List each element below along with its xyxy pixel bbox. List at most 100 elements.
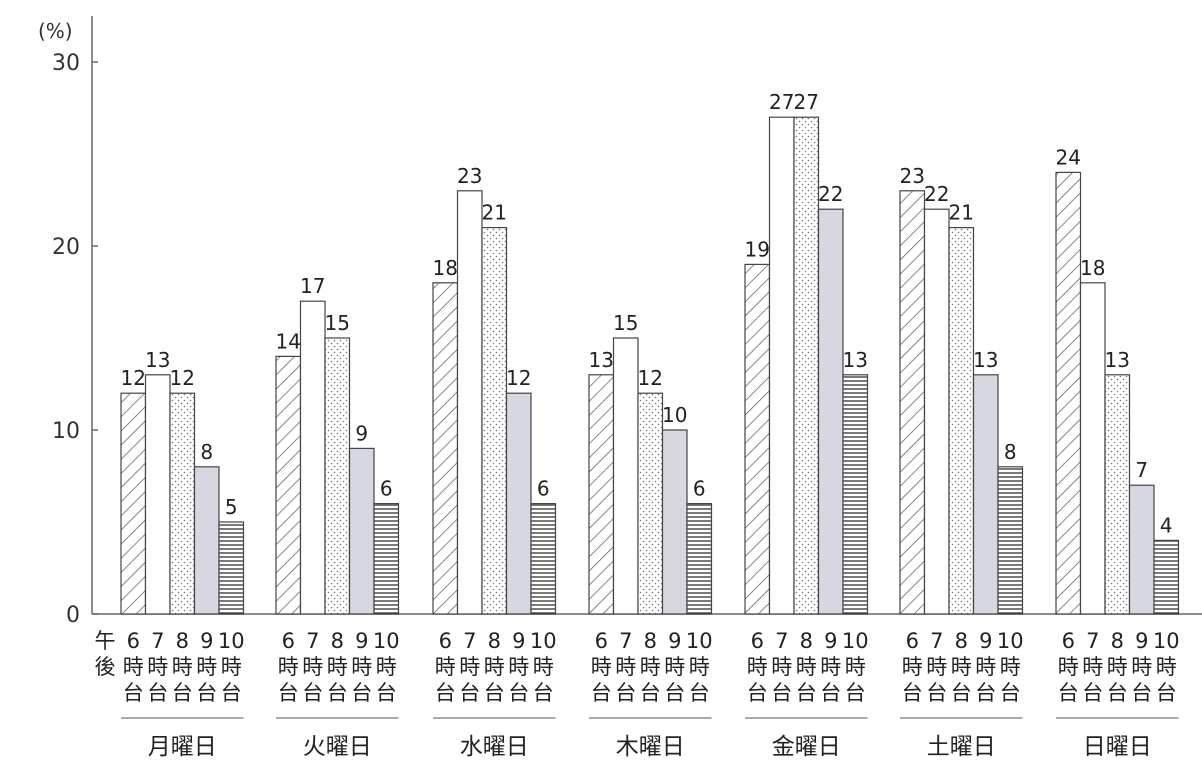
bar-time-label: 台 bbox=[689, 681, 710, 705]
time-prefix-label: 午 bbox=[95, 629, 116, 653]
bar-time-label: 時 bbox=[640, 655, 661, 679]
bar-value-label: 5 bbox=[225, 495, 238, 519]
bar-time-label: 時 bbox=[351, 655, 372, 679]
bar-value-label: 19 bbox=[745, 237, 770, 261]
bar-time-label: 時 bbox=[459, 655, 480, 679]
bar-time-label: 台 bbox=[459, 681, 480, 705]
bar-10-0 bbox=[218, 521, 245, 615]
bar-value-label: 6 bbox=[537, 477, 550, 501]
bar-6-0 bbox=[120, 392, 147, 615]
bar-time-label: 時 bbox=[172, 655, 193, 679]
bar-time-label: 台 bbox=[591, 681, 612, 705]
bar-time-label: 台 bbox=[508, 681, 529, 705]
bar-time-label: 時 bbox=[796, 655, 817, 679]
bar-9-4 bbox=[817, 208, 844, 615]
bar-time-label: 時 bbox=[435, 655, 456, 679]
bar-time-label: 台 bbox=[747, 681, 768, 705]
bar-8-0 bbox=[169, 392, 196, 615]
category-label: 水曜日 bbox=[460, 734, 529, 760]
bar-time-label: 時 bbox=[1082, 655, 1103, 679]
bar-time-label: 8 bbox=[800, 629, 813, 653]
bar-time-label: 時 bbox=[1107, 655, 1128, 679]
bar-value-label: 18 bbox=[1080, 256, 1105, 280]
bar-time-label: 10 bbox=[1153, 629, 1180, 653]
bar-value-label: 22 bbox=[924, 182, 949, 206]
bar-time-label: 台 bbox=[147, 681, 168, 705]
bar-value-label: 18 bbox=[433, 256, 458, 280]
bar-time-label: 台 bbox=[327, 681, 348, 705]
bar-value-label: 13 bbox=[145, 348, 170, 372]
bar-time-label: 6 bbox=[595, 629, 608, 653]
bar-6-1 bbox=[275, 355, 302, 615]
bar-time-label: 時 bbox=[664, 655, 685, 679]
y-tick-label: 0 bbox=[66, 603, 80, 628]
bar-time-label: 8 bbox=[488, 629, 501, 653]
bar-time-label: 台 bbox=[484, 681, 505, 705]
bar-time-label: 時 bbox=[591, 655, 612, 679]
bar-9-0 bbox=[193, 466, 220, 615]
y-tick-label: 30 bbox=[52, 51, 80, 76]
bar-7-5 bbox=[923, 208, 950, 615]
bar-8-3 bbox=[637, 392, 664, 615]
bar-value-label: 21 bbox=[482, 201, 507, 225]
bar-time-label: 時 bbox=[1058, 655, 1079, 679]
bar-time-label: 6 bbox=[439, 629, 452, 653]
bar-6-6 bbox=[1055, 171, 1082, 615]
time-prefix-label: 後 bbox=[95, 655, 116, 679]
bar-time-label: 10 bbox=[373, 629, 400, 653]
y-tick-label: 10 bbox=[52, 419, 80, 444]
bar-value-label: 8 bbox=[1004, 440, 1017, 464]
bar-7-1 bbox=[299, 300, 326, 615]
y-tick-label: 20 bbox=[52, 235, 80, 260]
category-label: 日曜日 bbox=[1083, 734, 1152, 760]
bar-time-label: 時 bbox=[1156, 655, 1177, 679]
bar-9-2 bbox=[505, 392, 532, 615]
bar-time-label: 時 bbox=[533, 655, 554, 679]
bar-time-label: 7 bbox=[619, 629, 632, 653]
bar-time-label: 時 bbox=[327, 655, 348, 679]
bar-time-label: 台 bbox=[796, 681, 817, 705]
bar-value-label: 13 bbox=[1105, 348, 1130, 372]
bar-time-label: 台 bbox=[820, 681, 841, 705]
bar-time-label: 台 bbox=[351, 681, 372, 705]
bar-time-label: 時 bbox=[196, 655, 217, 679]
bar-9-3 bbox=[661, 429, 688, 615]
bar-8-2 bbox=[481, 227, 508, 615]
bar-time-label: 時 bbox=[376, 655, 397, 679]
bar-time-label: 6 bbox=[1062, 629, 1075, 653]
bar-10-1 bbox=[373, 503, 400, 615]
bar-value-label: 6 bbox=[380, 477, 393, 501]
bar-6-2 bbox=[432, 282, 459, 615]
bar-time-label: 9 bbox=[355, 629, 368, 653]
bar-time-label: 台 bbox=[664, 681, 685, 705]
bars bbox=[120, 116, 1180, 615]
category-label: 金曜日 bbox=[772, 734, 841, 760]
bar-time-label: 8 bbox=[644, 629, 657, 653]
bar-time-label: 10 bbox=[686, 629, 713, 653]
bar-7-0 bbox=[144, 374, 171, 615]
bar-10-2 bbox=[530, 503, 557, 615]
bar-value-label: 12 bbox=[170, 366, 195, 390]
bar-value-label: 13 bbox=[589, 348, 614, 372]
bar-10-6 bbox=[1153, 539, 1180, 615]
bar-value-label: 7 bbox=[1135, 458, 1148, 482]
bar-time-label: 台 bbox=[951, 681, 972, 705]
bar-value-label: 24 bbox=[1056, 145, 1081, 169]
bar-time-label: 台 bbox=[1000, 681, 1021, 705]
bar-time-label: 時 bbox=[820, 655, 841, 679]
bar-time-label: 台 bbox=[435, 681, 456, 705]
bar-time-label: 台 bbox=[640, 681, 661, 705]
bar-time-label: 7 bbox=[151, 629, 164, 653]
bar-time-label: 時 bbox=[902, 655, 923, 679]
bar-time-label: 10 bbox=[530, 629, 557, 653]
bar-time-label: 時 bbox=[951, 655, 972, 679]
bar-value-label: 4 bbox=[1160, 513, 1173, 537]
bar-time-label: 時 bbox=[302, 655, 323, 679]
bar-value-label: 12 bbox=[121, 366, 146, 390]
bar-time-label: 時 bbox=[689, 655, 710, 679]
bar-time-label: 台 bbox=[771, 681, 792, 705]
bar-value-label: 14 bbox=[276, 329, 301, 353]
bar-time-label: 台 bbox=[376, 681, 397, 705]
category-label: 月曜日 bbox=[148, 734, 217, 760]
bar-value-label: 13 bbox=[843, 348, 868, 372]
